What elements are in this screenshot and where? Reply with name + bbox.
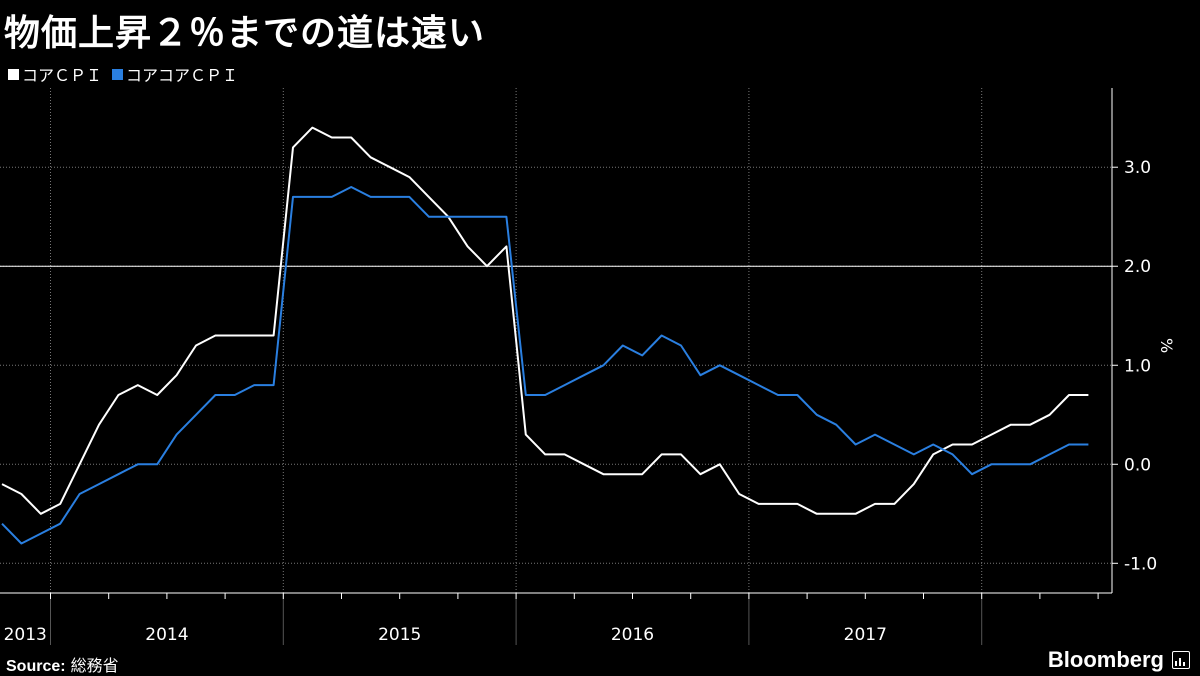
y-tick-label: 1.0 <box>1124 356 1151 376</box>
terminal-icon <box>1172 651 1190 669</box>
x-year-label: 2015 <box>378 625 421 645</box>
x-year-label: 2013 <box>4 625 47 645</box>
chart-title: 物価上昇２％までの道は遠い <box>4 13 486 54</box>
y-tick-label: -1.0 <box>1124 554 1157 574</box>
legend-item-core-core-cpi: コアコアＣＰＩ <box>112 62 238 86</box>
legend-swatch-core-cpi <box>8 68 19 80</box>
legend-swatch-core-core-cpi <box>112 68 124 80</box>
source-value: 総務省 <box>70 656 119 675</box>
source-label: Source: <box>6 658 66 675</box>
brand-name: Bloomberg <box>1047 647 1164 672</box>
legend-label-core-cpi: コアＣＰＩ <box>22 66 103 85</box>
legend: コアＣＰＩ コアコアＣＰＩ <box>8 62 248 86</box>
brand-logo: Bloomberg <box>1048 647 1190 673</box>
legend-item-core-cpi: コアＣＰＩ <box>8 62 102 86</box>
legend-label-core-core-cpi: コアコアＣＰＩ <box>126 66 239 85</box>
x-year-label: 2014 <box>145 625 188 645</box>
x-year-label: 2017 <box>844 625 887 645</box>
y-tick-label: 3.0 <box>1124 158 1151 178</box>
series-line-core-core-cpi <box>1 186 1089 545</box>
source-note: Source: 総務省 <box>6 652 119 676</box>
y-tick-label: 2.0 <box>1124 257 1151 277</box>
series-line-core-cpi <box>1 126 1089 515</box>
y-axis-unit: % <box>1157 338 1176 354</box>
y-tick-label: 0.0 <box>1124 455 1151 475</box>
x-year-label: 2016 <box>611 625 654 645</box>
